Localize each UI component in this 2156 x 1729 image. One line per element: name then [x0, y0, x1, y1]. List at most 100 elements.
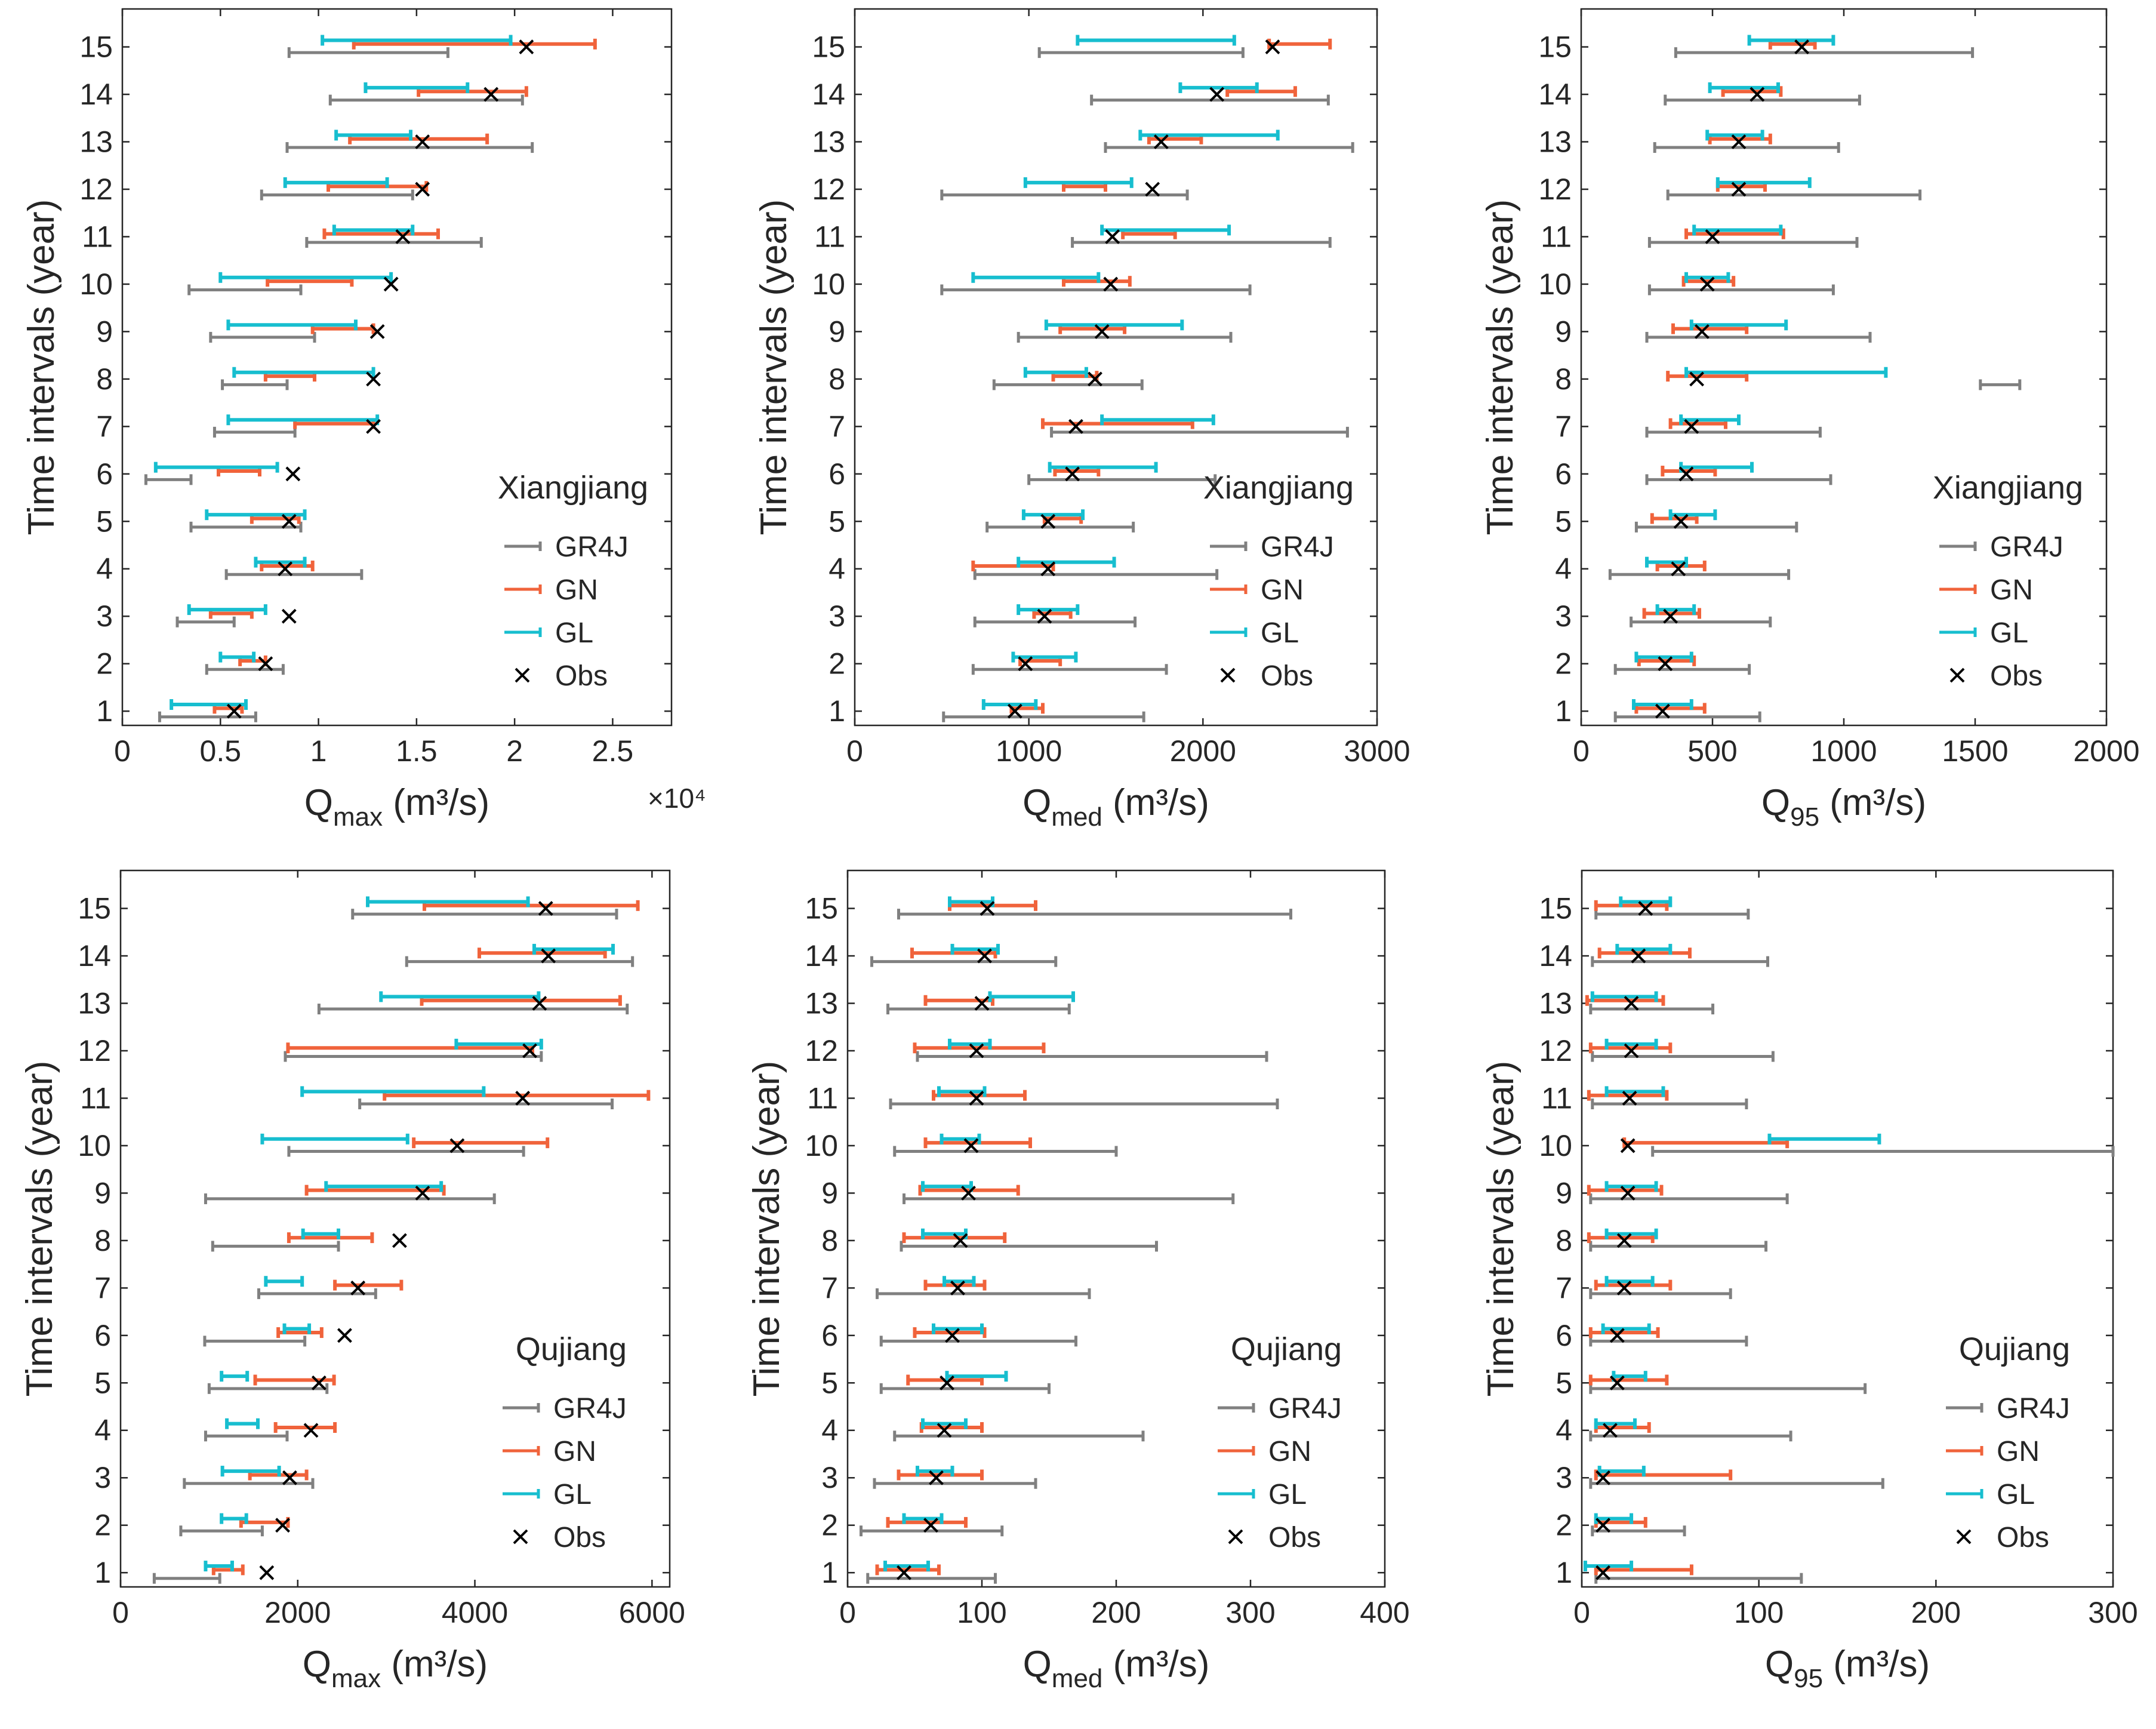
x-tick-label: 0 — [839, 1596, 856, 1629]
obs-marker-stroke — [311, 1375, 327, 1390]
interval-gl — [321, 35, 513, 46]
obs-marker — [278, 561, 293, 577]
obs-marker-stroke — [1596, 1470, 1611, 1485]
interval-gr4j — [903, 1193, 1235, 1204]
obs-marker — [483, 87, 499, 102]
interval-gr4j — [204, 1193, 496, 1204]
legend-label: GL — [553, 1479, 592, 1510]
axes-box — [854, 8, 1378, 727]
y-tick-label: 11 — [1541, 1081, 1572, 1115]
obs-marker-stroke — [1638, 901, 1653, 916]
obs-marker — [392, 1233, 407, 1248]
obs-marker — [259, 1565, 275, 1580]
y-tick-label: 15 — [812, 30, 845, 64]
interval-gl — [220, 1371, 250, 1382]
obs-marker — [1007, 703, 1022, 719]
legend-title: Qujiang — [516, 1331, 627, 1367]
x-axis-multiplier: ×10⁴ — [648, 783, 706, 814]
interval-gr4j — [992, 379, 1144, 390]
obs-marker-stroke — [937, 1423, 952, 1438]
interval-gr4j — [1634, 521, 1798, 533]
interval-gr4j — [1608, 569, 1791, 580]
interval-gl — [264, 1276, 304, 1287]
interval-gr4j — [203, 1336, 307, 1347]
obs-marker-stroke — [929, 1470, 944, 1485]
obs-marker-stroke — [963, 1138, 979, 1153]
interval-gr4j — [207, 1383, 329, 1394]
y-tick-label: 7 — [1556, 1271, 1572, 1305]
y-tick-label: 15 — [1539, 892, 1572, 925]
interval-gn — [412, 1137, 550, 1149]
obs-marker — [1731, 134, 1747, 149]
panel-xiang-95: 0 500 1000 1500 2000123456789101112131415Tim… — [1480, 8, 2140, 832]
legend: Xiangjiang GR4J GN GL Obs — [1203, 470, 1354, 692]
interval-gr4j — [1017, 331, 1233, 343]
obs-marker — [1624, 1043, 1639, 1059]
y-tick-label: 13 — [1539, 987, 1572, 1020]
interval-gr4j — [973, 616, 1137, 627]
interval-gr4j — [985, 521, 1135, 533]
interval-gl — [937, 1086, 987, 1097]
x-tick-label: 300 — [2088, 1596, 2137, 1629]
interval-gl — [1668, 509, 1717, 521]
x-tick-label: 100 — [1734, 1596, 1784, 1629]
x-axis-label: Q95 (m³/s) — [1761, 782, 1926, 832]
interval-gl — [332, 224, 415, 236]
interval-gr4j — [1591, 1051, 1775, 1062]
interval-gr4j — [1589, 1478, 1884, 1489]
obs-marker-stroke — [1620, 1138, 1636, 1153]
y-tick-label: 6 — [828, 457, 845, 491]
y-tick-label: 10 — [1539, 1129, 1572, 1162]
interval-gn — [1597, 947, 1692, 959]
obs-marker — [1596, 1565, 1611, 1580]
obs-marker — [1037, 608, 1052, 624]
y-tick-label: 14 — [78, 939, 111, 973]
obs-marker-stroke — [1103, 276, 1119, 292]
interval-gn — [902, 1232, 1007, 1244]
obs-marker-stroke — [1265, 39, 1280, 54]
obs-marker-stroke — [923, 1518, 938, 1533]
legend-label: Obs — [1261, 660, 1313, 692]
axes-box — [1581, 869, 2114, 1588]
y-tick-label: 10 — [805, 1129, 838, 1162]
interval-gl — [916, 1466, 954, 1477]
interval-gl — [1679, 414, 1741, 426]
y-tick-label: 13 — [812, 125, 845, 159]
obs-marker-stroke — [282, 1470, 297, 1485]
y-tick-label: 13 — [79, 125, 113, 159]
y-tick-label: 5 — [828, 504, 845, 538]
interval-gr4j — [879, 1383, 1051, 1394]
obs-marker-stroke — [337, 1328, 352, 1343]
obs-marker — [1658, 656, 1673, 672]
interval-gn — [273, 1422, 337, 1433]
interval-gr4j — [1591, 956, 1769, 967]
obs-marker — [541, 948, 556, 964]
interval-gl — [334, 130, 412, 141]
x-axis-label: Q95 (m³/s) — [1765, 1644, 1930, 1693]
interval-gl — [254, 556, 307, 568]
axes-box — [121, 8, 673, 727]
obs-marker — [1620, 1138, 1636, 1153]
interval-gr4j — [212, 426, 297, 438]
interval-gr4j — [183, 1478, 315, 1489]
interval-gl — [232, 367, 375, 378]
legend-title: Xiangjiang — [1203, 470, 1354, 506]
obs-marker — [1094, 324, 1110, 339]
y-tick-label: 3 — [1556, 1461, 1572, 1494]
y-tick-label: 15 — [805, 892, 838, 925]
obs-marker-stroke — [1699, 276, 1715, 292]
y-axis-label: Time intervals (year) — [1480, 1061, 1521, 1397]
interval-gl — [1017, 556, 1116, 568]
obs-marker-stroke — [1684, 419, 1699, 434]
interval-gr4j — [152, 1573, 221, 1584]
y-tick-label: 11 — [1541, 220, 1572, 253]
y-tick-label: 14 — [805, 939, 838, 973]
obs-marker-stroke — [897, 1565, 911, 1580]
interval-gr4j — [1037, 47, 1245, 59]
obs-marker — [923, 1518, 938, 1533]
interval-gr4j — [1645, 331, 1872, 343]
obs-marker — [1631, 948, 1646, 964]
legend-label: GR4J — [555, 531, 629, 563]
y-tick-label: 12 — [1538, 173, 1572, 206]
